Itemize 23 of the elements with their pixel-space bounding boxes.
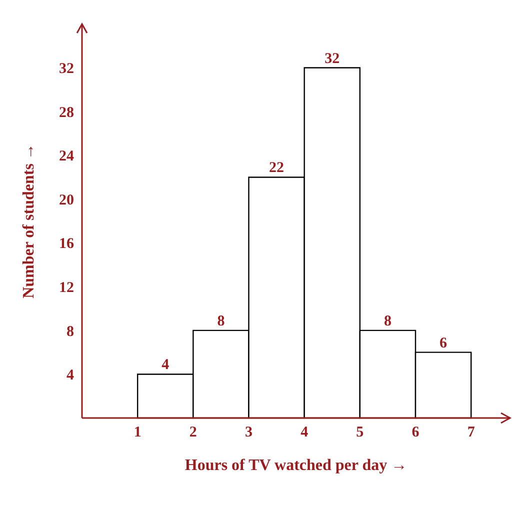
x-axis-title: Hours of TV watched per day → [184, 457, 408, 474]
y-tick-label: 8 [66, 324, 74, 340]
data-label: 22 [269, 160, 284, 176]
data-label: 8 [384, 313, 392, 330]
x-tick-label: 7 [467, 424, 476, 441]
data-label: 8 [217, 313, 225, 330]
x-tick-label: 5 [356, 424, 364, 441]
y-tick-label: 20 [59, 192, 74, 208]
y-tick-label: 4 [66, 368, 74, 384]
x-tick-label: 6 [412, 424, 420, 441]
data-label: 32 [324, 50, 340, 67]
y-tick-label: 12 [59, 280, 74, 296]
y-axis-title: Number of students → [20, 144, 38, 298]
x-tick-label: 4 [300, 424, 309, 441]
y-tick-label: 32 [59, 61, 74, 78]
x-tick-label: 1 [134, 424, 142, 441]
data-label: 6 [440, 335, 448, 352]
data-label: 4 [162, 357, 170, 374]
x-tick-label: 3 [245, 424, 253, 441]
x-tick-label: 2 [189, 424, 197, 441]
y-tick-label: 24 [59, 148, 74, 165]
y-tick-label: 28 [59, 104, 74, 121]
y-tick-label: 16 [59, 236, 74, 252]
